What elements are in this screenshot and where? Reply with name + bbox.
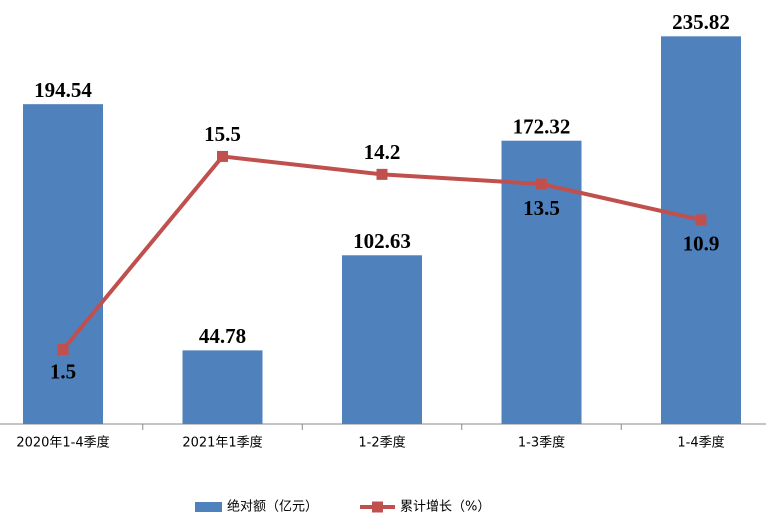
bar (182, 350, 263, 424)
marker (57, 344, 69, 356)
x-tick-label: 1-4季度 (677, 435, 724, 451)
marker (217, 150, 228, 162)
value-label: 172.32 (513, 115, 571, 139)
x-tick-label: 1-3季度 (518, 435, 565, 451)
value-label: 44.78 (199, 324, 246, 348)
bar (661, 36, 741, 424)
bar (23, 104, 103, 424)
value-label: 10.9 (683, 232, 720, 256)
marker (536, 178, 547, 190)
marker (695, 214, 707, 226)
x-tick-label: 2020年1-4季度 (16, 435, 109, 451)
legend-label: 累计增长（%） (400, 500, 490, 515)
value-label: 102.63 (353, 229, 411, 253)
value-label: 14.2 (364, 140, 401, 164)
x-tick-label: 2021年1季度 (182, 435, 262, 451)
value-label: 235.82 (672, 10, 730, 34)
value-label: 15.5 (204, 122, 241, 146)
bar (342, 255, 422, 424)
value-label: 1.5 (50, 359, 76, 383)
value-label: 13.5 (523, 196, 560, 220)
legend-label: 绝对额（亿元） (227, 499, 318, 515)
value-label: 194.54 (34, 78, 92, 102)
x-tick-label: 1-2季度 (358, 435, 405, 451)
legend-swatch (195, 502, 222, 512)
legend-swatch (372, 501, 383, 513)
marker (376, 168, 388, 180)
